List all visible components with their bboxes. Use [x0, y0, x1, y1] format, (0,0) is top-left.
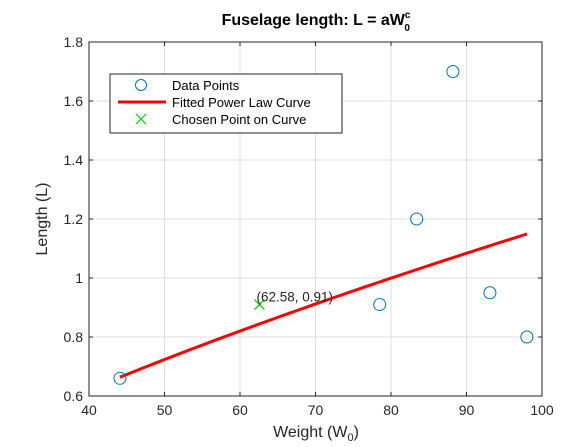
- data-point: [520, 330, 534, 344]
- legend-label-chosen-point: Chosen Point on Curve: [172, 112, 306, 127]
- series-layer: [113, 65, 534, 385]
- y-tick-label: 1.4: [64, 152, 84, 168]
- x-tick-label: 40: [81, 402, 97, 418]
- legend-label-data-points: Data Points: [172, 78, 240, 93]
- chosen-point-marker: [254, 299, 265, 310]
- x-tick-label: 90: [459, 402, 475, 418]
- x-tick-label: 60: [232, 402, 248, 418]
- y-tick-label: 0.6: [64, 388, 84, 404]
- annotation-label: (62.58, 0.91): [256, 290, 333, 305]
- chart-title-subscript: 0: [404, 23, 410, 34]
- legend-label-fitted-curve: Fitted Power Law Curve: [172, 95, 311, 110]
- data-point: [373, 298, 387, 312]
- y-tick-label: 1.8: [64, 34, 84, 50]
- x-axis-label: Weight (W0): [273, 424, 359, 444]
- x-tick-label: 80: [383, 402, 399, 418]
- legend: Data Points Fitted Power Law Curve Chose…: [109, 73, 343, 134]
- y-tick-label: 0.8: [64, 329, 84, 345]
- x-tick-label: 100: [530, 402, 554, 418]
- ticks: [88, 41, 543, 397]
- chart-title-superscript: c: [405, 10, 411, 21]
- y-tick-label: 1.6: [64, 93, 84, 109]
- fitted-curve-line: [119, 232, 528, 379]
- y-tick-label: 1.2: [64, 211, 84, 227]
- y-tick-label: 1: [75, 270, 83, 286]
- y-axis-label: Length (L): [34, 183, 51, 256]
- data-point: [483, 286, 497, 300]
- x-tick-label: 50: [157, 402, 173, 418]
- x-axis-label-suffix: ): [354, 424, 359, 441]
- x-axis-label-subscript: 0: [347, 432, 353, 444]
- x-tick-label: 70: [308, 402, 324, 418]
- legend-marker-data-points: [135, 79, 147, 91]
- x-axis-label-main: Weight (W: [273, 424, 348, 441]
- tick-labels: 40 50 60 70 80 90 100 0.6 0.8 1 1.2 1.4 1.6 1.8: [64, 34, 554, 418]
- chart-title: Fuselage length: L = aWc 0: [222, 10, 411, 34]
- data-point: [410, 212, 424, 226]
- legend-marker-chosen-point: [135, 113, 147, 125]
- chart-title-main: Fuselage length: L = aW: [222, 12, 406, 29]
- data-point: [446, 65, 460, 78]
- data-point: [113, 371, 127, 385]
